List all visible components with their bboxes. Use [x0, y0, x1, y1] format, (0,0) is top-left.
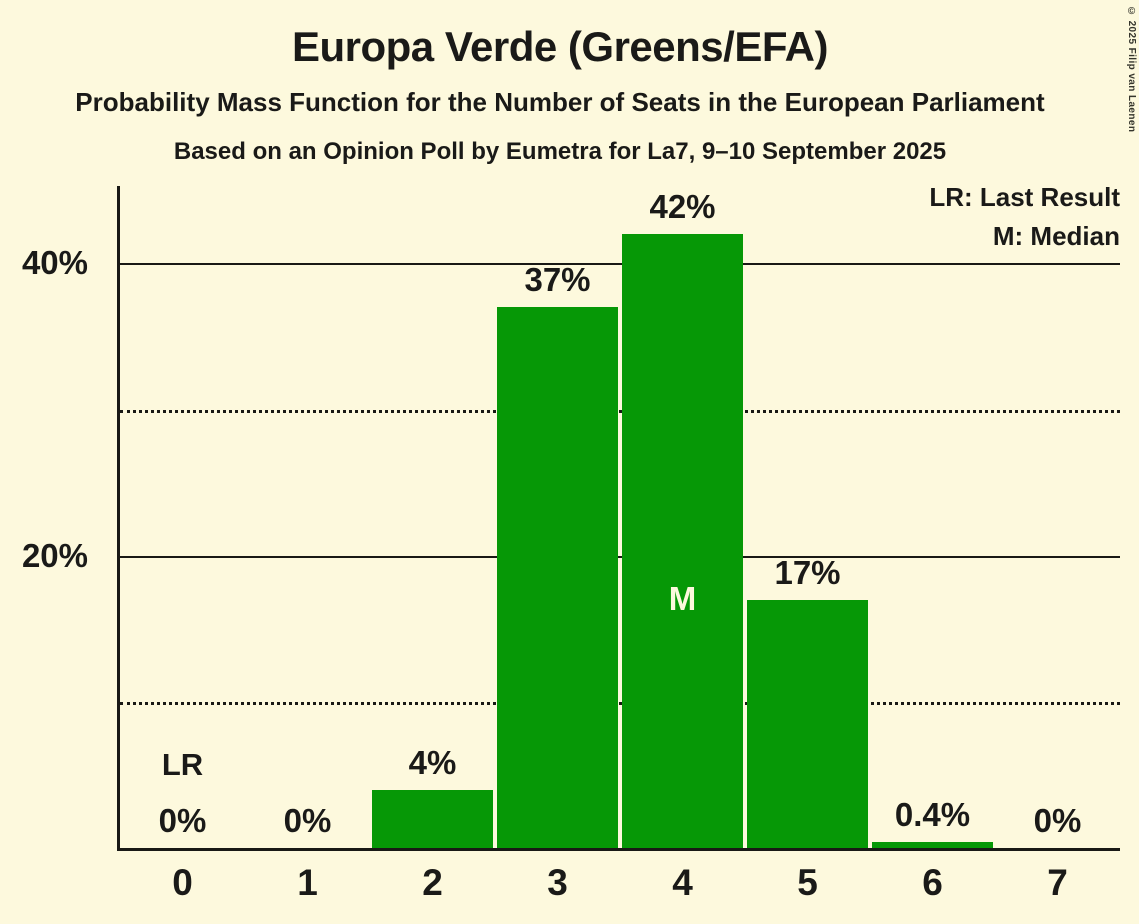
bar-seats-3[interactable]: [497, 307, 618, 848]
chart-subtitle: Probability Mass Function for the Number…: [75, 87, 1045, 117]
bar-value-label-6: 0.4%: [894, 796, 971, 834]
x-tick-label-0: 0: [172, 862, 193, 903]
x-tick-label-2: 2: [422, 862, 443, 903]
bar-value-label-5: 17%: [774, 553, 841, 591]
x-tick-label-3: 3: [547, 862, 568, 903]
page-title: Europa Verde (Greens/EFA): [291, 23, 829, 70]
legend-item-last-result: LR: Last Result: [929, 182, 1120, 212]
chart-legend: LR: Last Result M: Median: [929, 178, 1120, 256]
x-tick-label-6: 6: [922, 862, 943, 903]
x-tick-label-4: 4: [672, 862, 693, 903]
x-axis-tick-labels: 0 1 2 3 4 5 6 7: [120, 862, 1120, 922]
bar-value-label-4: 42%: [649, 188, 716, 226]
bar-value-label-1: 0%: [283, 802, 332, 839]
chart-source-line: Based on an Opinion Poll by Eumetra for …: [173, 138, 947, 165]
y-axis-line: [117, 186, 120, 848]
legend-item-median: M: Median: [992, 221, 1120, 251]
copyright-notice: © 2025 Filip van Laenen: [1126, 6, 1137, 133]
gridline-minor-10: [120, 701, 1120, 705]
median-marker: M: [668, 580, 697, 618]
plot-area: 0% LR 0% 4% 37% 42% M 17% 0.4% 0% 20% 40%: [22, 186, 1120, 851]
bar-value-label-3: 37%: [524, 261, 591, 299]
bar-value-label-2: 4%: [408, 743, 457, 781]
bar-value-label-0: 0%: [158, 802, 207, 839]
bar-value-label-7: 0%: [1033, 802, 1082, 839]
gridline-major-40: [120, 263, 1120, 266]
x-tick-label-1: 1: [297, 862, 318, 903]
gridline-minor-30: [120, 409, 1120, 413]
y-tick-label-40: 40%: [21, 244, 88, 282]
x-tick-label-7: 7: [1047, 862, 1068, 903]
bar-seats-2[interactable]: [372, 789, 493, 848]
x-axis-line: [117, 848, 1120, 851]
bar-seats-4[interactable]: [622, 234, 743, 848]
y-tick-label-20: 20%: [21, 536, 88, 574]
last-result-marker: LR: [161, 747, 204, 782]
gridline-major-20: [120, 555, 1120, 558]
bar-seats-6[interactable]: [872, 842, 993, 848]
x-tick-label-5: 5: [797, 862, 818, 903]
y-axis-tick-labels: 20% 40%: [0, 186, 100, 848]
bar-seats-5[interactable]: [747, 599, 868, 848]
